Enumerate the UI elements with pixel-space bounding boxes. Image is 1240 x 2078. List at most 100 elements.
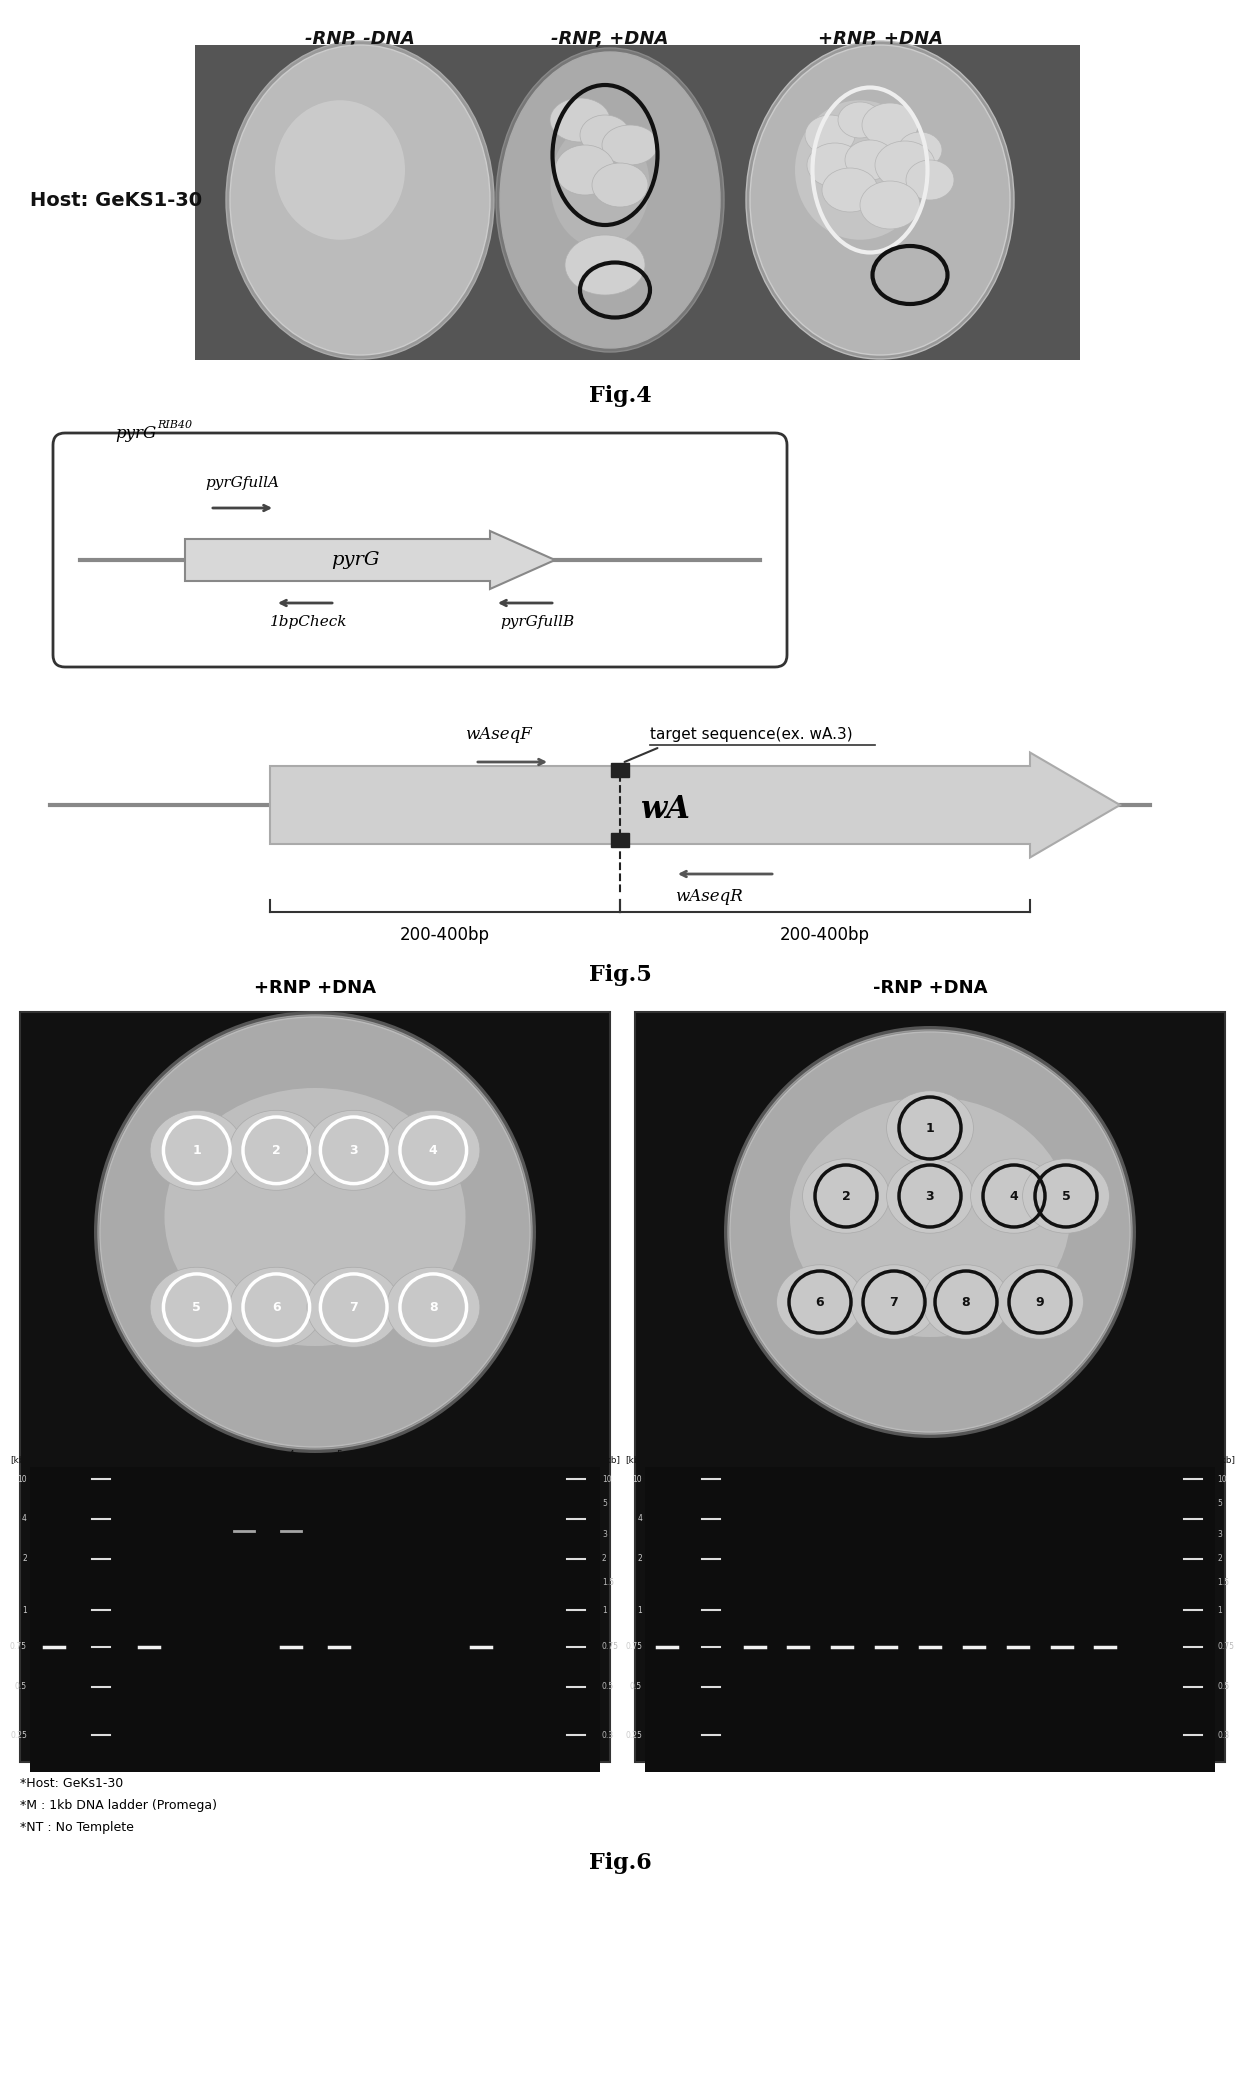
- Text: 2: 2: [272, 1143, 280, 1157]
- Ellipse shape: [844, 139, 895, 181]
- Text: 8: 8: [962, 1295, 971, 1309]
- Text: 1: 1: [22, 1606, 27, 1615]
- Text: 4: 4: [289, 1450, 294, 1459]
- Text: 0.5: 0.5: [601, 1681, 614, 1691]
- Text: 4: 4: [429, 1143, 438, 1157]
- Ellipse shape: [551, 123, 650, 247]
- Bar: [195, 46, 1080, 359]
- Ellipse shape: [496, 48, 724, 351]
- Text: 10: 10: [632, 1475, 642, 1484]
- Text: 200-400bp: 200-400bp: [401, 927, 490, 943]
- Text: 3: 3: [241, 1450, 247, 1459]
- Text: 2: 2: [796, 1450, 801, 1459]
- Text: Host: Host: [657, 1450, 677, 1459]
- Ellipse shape: [1023, 1160, 1110, 1232]
- Text: 1.5: 1.5: [601, 1579, 614, 1588]
- Ellipse shape: [308, 1268, 401, 1347]
- Text: M: M: [573, 1450, 580, 1459]
- Ellipse shape: [807, 143, 863, 187]
- Ellipse shape: [229, 1268, 322, 1347]
- Text: 10: 10: [17, 1475, 27, 1484]
- Text: 8: 8: [479, 1450, 484, 1459]
- Text: 0.3: 0.3: [1216, 1731, 1229, 1739]
- Text: 6: 6: [971, 1450, 977, 1459]
- FancyBboxPatch shape: [53, 432, 787, 667]
- Bar: [645, 1467, 1215, 1773]
- Ellipse shape: [580, 114, 630, 156]
- Ellipse shape: [838, 102, 882, 137]
- Text: +RNP +DNA: +RNP +DNA: [254, 979, 376, 997]
- Ellipse shape: [776, 1266, 863, 1338]
- Text: 7: 7: [1014, 1450, 1021, 1459]
- Text: NT: NT: [1143, 1450, 1156, 1459]
- Text: Fig.5: Fig.5: [589, 964, 651, 985]
- Ellipse shape: [805, 114, 856, 156]
- Text: 8: 8: [1059, 1450, 1064, 1459]
- Text: 3: 3: [839, 1450, 846, 1459]
- Bar: [611, 833, 629, 848]
- Ellipse shape: [100, 1016, 529, 1446]
- Text: 5: 5: [601, 1498, 606, 1509]
- Ellipse shape: [500, 52, 720, 347]
- Text: M: M: [98, 1450, 105, 1459]
- Text: RIB40: RIB40: [157, 420, 192, 430]
- Text: M: M: [1189, 1450, 1197, 1459]
- Bar: [635, 1012, 1225, 1762]
- Ellipse shape: [887, 1091, 973, 1166]
- Text: 4: 4: [22, 1515, 27, 1523]
- Text: 5: 5: [928, 1450, 932, 1459]
- Ellipse shape: [387, 1268, 480, 1347]
- Text: [kb]: [kb]: [1216, 1455, 1235, 1465]
- Text: 0.75: 0.75: [1216, 1642, 1234, 1652]
- Text: 5: 5: [1061, 1189, 1070, 1203]
- Ellipse shape: [591, 162, 649, 208]
- Text: 5: 5: [336, 1450, 342, 1459]
- Text: 5: 5: [192, 1301, 201, 1313]
- Ellipse shape: [971, 1160, 1058, 1232]
- Ellipse shape: [556, 145, 615, 195]
- Text: -RNP, +DNA: -RNP, +DNA: [552, 29, 668, 48]
- Text: 9: 9: [1035, 1295, 1044, 1309]
- Text: 0.75: 0.75: [625, 1642, 642, 1652]
- Ellipse shape: [724, 1027, 1136, 1438]
- Text: 5: 5: [1216, 1498, 1221, 1509]
- Text: 10: 10: [601, 1475, 611, 1484]
- Text: 1: 1: [637, 1606, 642, 1615]
- Text: -RNP, -DNA: -RNP, -DNA: [305, 29, 415, 48]
- Ellipse shape: [229, 46, 490, 355]
- Text: 1: 1: [925, 1122, 935, 1135]
- Text: 1: 1: [146, 1450, 151, 1459]
- Ellipse shape: [802, 1160, 889, 1232]
- Polygon shape: [270, 752, 1120, 858]
- Text: 6: 6: [816, 1295, 825, 1309]
- Text: 2: 2: [1216, 1554, 1221, 1563]
- Text: [kb]: [kb]: [625, 1455, 644, 1465]
- Text: *M : 1kb DNA ladder (Promega): *M : 1kb DNA ladder (Promega): [20, 1800, 217, 1812]
- Text: -RNP +DNA: -RNP +DNA: [873, 979, 987, 997]
- Text: Fig.6: Fig.6: [589, 1851, 651, 1874]
- Ellipse shape: [898, 133, 942, 168]
- Text: 3: 3: [601, 1529, 606, 1538]
- Text: 1: 1: [751, 1450, 758, 1459]
- Text: Host: GeKS1-30: Host: GeKS1-30: [30, 191, 202, 210]
- Bar: [611, 763, 629, 777]
- Bar: [30, 1467, 600, 1773]
- Text: 4: 4: [1009, 1189, 1018, 1203]
- Ellipse shape: [226, 42, 494, 359]
- Ellipse shape: [229, 1110, 322, 1191]
- Text: M: M: [707, 1450, 714, 1459]
- Text: pyrG: pyrG: [331, 551, 379, 569]
- Text: 1: 1: [601, 1606, 606, 1615]
- Ellipse shape: [275, 100, 405, 239]
- Text: 0.25: 0.25: [625, 1731, 642, 1739]
- Text: 4: 4: [637, 1515, 642, 1523]
- Ellipse shape: [98, 1014, 532, 1448]
- Ellipse shape: [730, 1033, 1130, 1432]
- Text: 0.25: 0.25: [10, 1731, 27, 1739]
- Ellipse shape: [150, 1268, 243, 1347]
- Text: wA: wA: [640, 794, 689, 825]
- Ellipse shape: [923, 1266, 1009, 1338]
- Ellipse shape: [851, 1266, 937, 1338]
- Text: pyrGfullB: pyrGfullB: [500, 615, 574, 630]
- Ellipse shape: [862, 104, 918, 148]
